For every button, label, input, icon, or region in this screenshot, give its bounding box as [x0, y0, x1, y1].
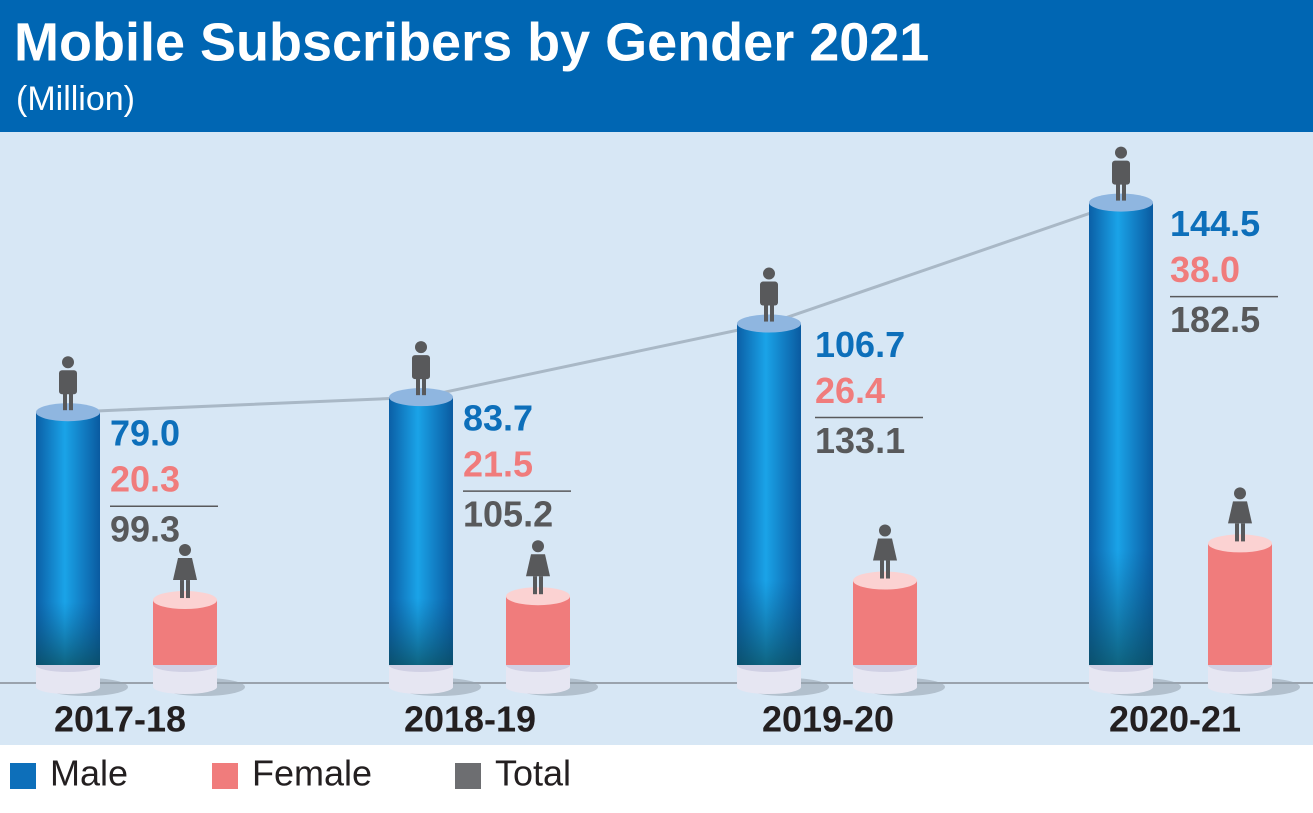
marks: 79.0 20.3 99.3 2017-18 83.7 21.5 105.2 2018-19 1… [36, 146, 1300, 740]
icon-body [59, 370, 77, 395]
cylinder-top [389, 388, 453, 407]
icon-head [179, 544, 191, 557]
icon-leg [1241, 523, 1245, 542]
icon-head [415, 341, 427, 354]
male-label: 79.0 [110, 413, 180, 454]
female-label: 26.4 [815, 370, 885, 411]
trend-line [67, 201, 1122, 414]
x-tick-label: 2020-21 [1109, 699, 1241, 740]
female-label: 38.0 [1170, 249, 1240, 290]
female-label: 21.5 [463, 444, 533, 485]
icon-body [173, 558, 197, 581]
icon-head [763, 267, 775, 280]
icon-leg [1235, 523, 1239, 542]
female-bar [506, 596, 570, 665]
cylinder-base-bottom [853, 680, 917, 694]
legend: Male Female Total [10, 753, 571, 794]
icon-body [760, 281, 778, 306]
cylinder-base-bottom [1208, 680, 1272, 694]
x-tick-label: 2019-20 [762, 699, 894, 740]
cylinder-base-bottom [737, 680, 801, 694]
header [0, 0, 1313, 132]
icon-leg [422, 377, 426, 396]
icon-leg [539, 576, 543, 595]
male-icon [760, 267, 778, 322]
icon-head [532, 540, 544, 553]
cylinder-top [853, 571, 917, 590]
icon-leg [1122, 182, 1126, 201]
female-icon [873, 524, 897, 579]
male-icon [59, 356, 77, 411]
legend-swatch [10, 763, 36, 789]
icon-leg [186, 580, 190, 599]
icon-body [412, 355, 430, 380]
legend-label: Male [50, 753, 128, 794]
icon-leg [770, 303, 774, 322]
female-bar [853, 580, 917, 665]
bar-shade [389, 397, 453, 665]
icon-head [62, 356, 74, 369]
male-icon [1112, 146, 1130, 201]
cylinder-top [1208, 534, 1272, 553]
icon-body [1112, 160, 1130, 185]
icon-body [1228, 501, 1252, 524]
cylinder-top [1089, 193, 1153, 212]
legend-label: Total [495, 753, 571, 794]
female-icon [1228, 487, 1252, 542]
total-label: 99.3 [110, 509, 180, 550]
male-label: 144.5 [1170, 203, 1260, 244]
cylinder-top [153, 591, 217, 610]
icon-leg [416, 377, 420, 396]
total-label: 105.2 [463, 494, 553, 535]
female-icon [526, 540, 550, 595]
icon-head [1234, 487, 1246, 500]
x-tick-label: 2017-18 [54, 699, 186, 740]
legend-swatch [212, 763, 238, 789]
icon-head [879, 524, 891, 537]
total-label: 133.1 [815, 420, 905, 461]
icon-body [873, 538, 897, 561]
cylinder-base-bottom [389, 680, 453, 694]
icon-leg [63, 392, 67, 411]
icon-body [526, 554, 550, 577]
bar-shade [36, 412, 100, 665]
cylinder-base-bottom [1089, 680, 1153, 694]
female-bar [153, 600, 217, 665]
male-label: 83.7 [463, 398, 533, 439]
cylinder-top [36, 403, 100, 422]
icon-leg [880, 560, 884, 579]
cylinder-base-bottom [506, 680, 570, 694]
x-tick-label: 2018-19 [404, 699, 536, 740]
male-icon [412, 341, 430, 396]
bar-shade [1089, 202, 1153, 665]
icon-leg [69, 392, 73, 411]
legend-swatch [455, 763, 481, 789]
bar-shade [737, 323, 801, 665]
chart-title: Mobile Subscribers by Gender 2021 [14, 12, 929, 72]
cylinder-top [737, 314, 801, 333]
icon-leg [180, 580, 184, 599]
cylinder-base-bottom [153, 680, 217, 694]
icon-leg [533, 576, 537, 595]
legend-label: Female [252, 753, 372, 794]
female-icon [173, 544, 197, 599]
male-label: 106.7 [815, 324, 905, 365]
female-bar [1208, 543, 1272, 665]
chart-subtitle: (Million) [16, 80, 135, 118]
female-label: 20.3 [110, 459, 180, 500]
icon-head [1115, 146, 1127, 159]
icon-leg [764, 303, 768, 322]
cylinder-base-bottom [36, 680, 100, 694]
icon-leg [1116, 182, 1120, 201]
cylinder-top [506, 587, 570, 606]
total-label: 182.5 [1170, 299, 1260, 340]
icon-leg [886, 560, 890, 579]
